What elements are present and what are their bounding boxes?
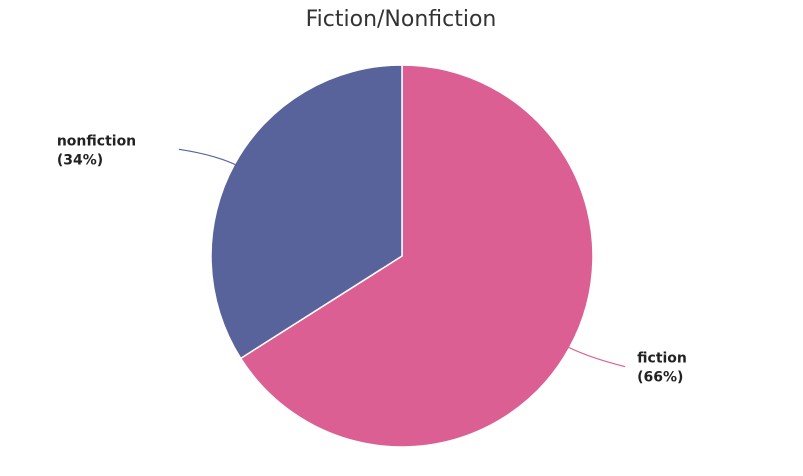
- slice-label-name: fiction: [637, 351, 687, 367]
- slice-label-nonfiction: nonfiction (34%): [57, 133, 136, 168]
- leader-line-nonfiction: [178, 148, 242, 169]
- chart-title: Fiction/Nonfiction: [306, 7, 497, 32]
- leader-line-fiction: [562, 343, 626, 368]
- slice-label-percent: (66%): [637, 370, 683, 386]
- slice-label-name: nonfiction: [57, 133, 136, 149]
- slice-label-fiction: fiction (66%): [637, 351, 687, 386]
- slice-label-percent: (34%): [57, 152, 103, 168]
- labels-layer: fiction (66%) nonfiction (34%): [57, 133, 687, 385]
- slices-layer: [210, 64, 594, 448]
